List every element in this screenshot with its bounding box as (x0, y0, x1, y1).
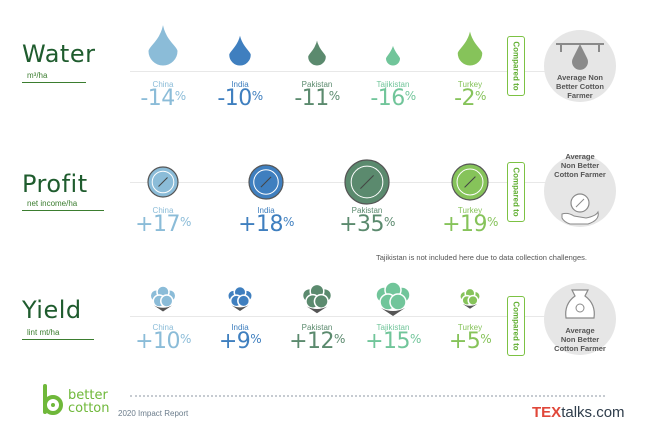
coin-icon-pakistan (344, 159, 390, 205)
profit-avg-circle (544, 155, 616, 227)
water-label-tajikistan: Tajikistan (376, 80, 410, 89)
water-value-turkey: -2% (454, 86, 486, 111)
yield-divider (130, 316, 550, 317)
profit-divider (130, 182, 550, 183)
profit-label-pakistan: Pakistan (351, 206, 383, 215)
yield-label-pakistan: Pakistan (301, 323, 333, 332)
yield-avg-label: Average Non Better Cotton Farmer (554, 326, 606, 353)
yield-value-tajikistan: +15% (365, 329, 421, 354)
profit-label-india: India (257, 206, 275, 215)
water-unit-line (22, 82, 86, 83)
drop-icon-india (228, 32, 252, 67)
yield-label-turkey: Turkey (457, 323, 483, 332)
water-value-tajikistan: -16% (370, 86, 416, 111)
water-label-india: India (231, 80, 249, 89)
profit-value-turkey: +19% (442, 212, 498, 237)
water-unit: m³/ha (27, 71, 48, 80)
profit-label-turkey: Turkey (457, 206, 483, 215)
yield-label-tajikistan: Tajikistan (376, 323, 410, 332)
water-label-pakistan: Pakistan (301, 80, 333, 89)
texttalks-logo: TEXtalks.com (532, 404, 625, 421)
yield-unit-line (22, 339, 94, 340)
drop-icon-china (147, 21, 179, 67)
footer-dotted-rule (130, 395, 605, 397)
cotton-icon-tajikistan (375, 281, 411, 316)
brand-line1: better (68, 388, 108, 403)
yield-label-china: China (152, 323, 174, 332)
water-value-pakistan: -11% (294, 86, 340, 111)
drop-icon-pakistan (307, 38, 327, 67)
water-compared-to: Compared to (507, 36, 525, 96)
cotton-icon-china (149, 285, 177, 312)
profit-label-china: China (152, 206, 174, 215)
yield-value-pakistan: +12% (289, 329, 345, 354)
cotton-icon-pakistan (301, 283, 333, 314)
profit-unit: net income/ha (27, 199, 78, 208)
yield-value-india: +9% (218, 329, 262, 354)
footnote: Tajikistan is not included here due to d… (376, 253, 587, 262)
report-title: 2020 Impact Report (118, 409, 189, 418)
yield-title: Yield (22, 296, 82, 324)
coin-icon-turkey (451, 163, 489, 201)
yield-unit: lint mt/ha (27, 328, 60, 337)
brand-line2: cotton (68, 401, 110, 416)
water-divider (130, 71, 550, 72)
drop-icon-turkey (456, 28, 484, 67)
profit-title: Profit (22, 170, 88, 198)
coin-icon-india (248, 164, 284, 200)
cotton-icon-turkey (459, 287, 481, 309)
cotton-icon-india (227, 285, 253, 311)
profit-value-pakistan: +35% (339, 212, 395, 237)
water-value-india: -10% (217, 86, 263, 111)
profit-unit-line (22, 210, 104, 211)
water-label-turkey: Turkey (457, 80, 483, 89)
profit-value-china: +17% (135, 212, 191, 237)
drop-icon-tajikistan (384, 43, 402, 67)
yield-compared-to: Compared to (507, 296, 525, 356)
water-label-china: China (152, 80, 174, 89)
profit-value-india: +18% (238, 212, 294, 237)
profit-avg-label: Average Non Better Cotton Farmer (554, 152, 606, 179)
yield-label-india: India (231, 323, 249, 332)
water-value-china: -14% (140, 86, 186, 111)
water-avg-label: Average Non Better Cotton Farmer (556, 73, 604, 100)
yield-value-china: +10% (135, 329, 191, 354)
coin-icon-china (147, 166, 179, 198)
yield-value-turkey: +5% (448, 329, 492, 354)
water-title: Water (22, 40, 96, 68)
profit-compared-to: Compared to (507, 162, 525, 222)
